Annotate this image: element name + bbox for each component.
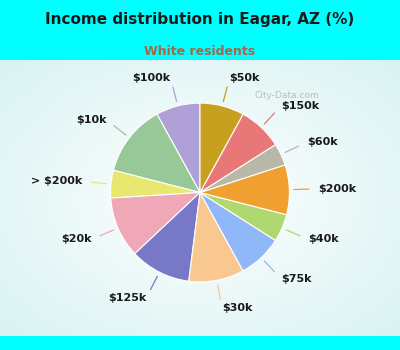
Wedge shape: [200, 145, 285, 192]
Wedge shape: [200, 165, 290, 215]
Wedge shape: [111, 193, 200, 254]
Text: $150k: $150k: [281, 102, 319, 111]
Text: $60k: $60k: [307, 137, 338, 147]
Wedge shape: [200, 114, 276, 192]
Text: $125k: $125k: [108, 293, 146, 303]
Text: $200k: $200k: [318, 184, 356, 194]
Wedge shape: [200, 103, 243, 192]
Wedge shape: [135, 193, 200, 281]
Text: $10k: $10k: [76, 115, 107, 125]
Text: $50k: $50k: [229, 73, 260, 83]
Wedge shape: [113, 114, 200, 192]
Wedge shape: [110, 170, 200, 198]
Text: $100k: $100k: [132, 73, 171, 83]
Text: $20k: $20k: [61, 234, 92, 244]
Text: > $200k: > $200k: [31, 176, 82, 187]
Wedge shape: [200, 193, 276, 271]
Text: White residents: White residents: [144, 44, 256, 58]
Text: Income distribution in Eagar, AZ (%): Income distribution in Eagar, AZ (%): [45, 12, 355, 27]
Wedge shape: [157, 103, 200, 192]
Text: City-Data.com: City-Data.com: [255, 91, 319, 99]
Wedge shape: [189, 193, 243, 282]
Text: $30k: $30k: [222, 303, 252, 314]
Text: $75k: $75k: [281, 274, 311, 284]
Text: $40k: $40k: [308, 234, 339, 244]
Wedge shape: [200, 193, 287, 240]
